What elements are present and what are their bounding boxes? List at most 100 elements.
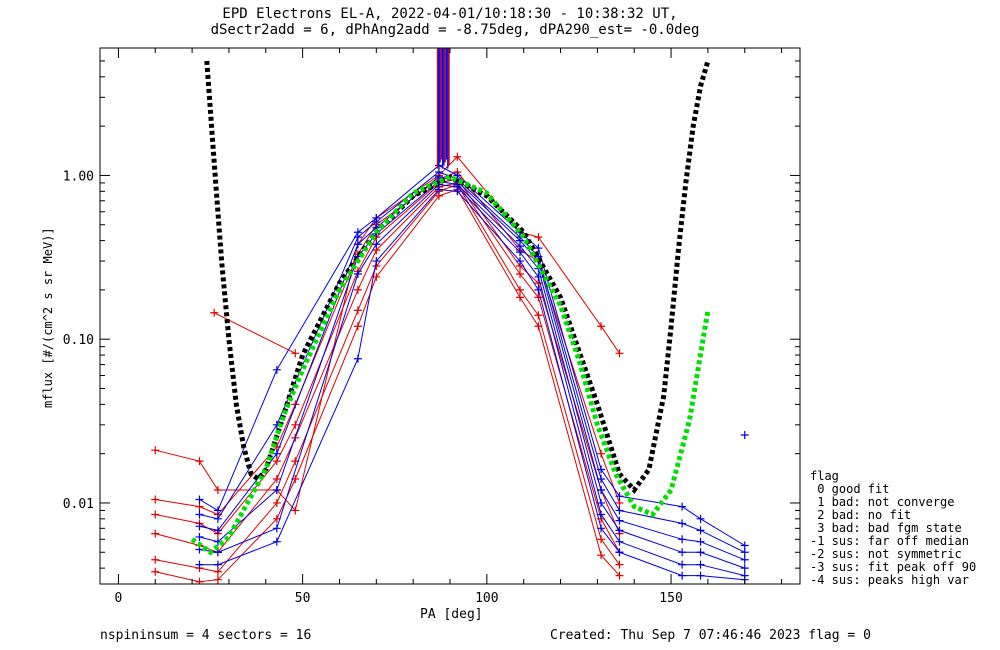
data-point-red <box>615 498 624 507</box>
data-point-red <box>151 529 160 538</box>
x-tick-label: 50 <box>295 591 311 606</box>
data-point-blue <box>534 285 543 294</box>
data-point-blue <box>678 548 687 557</box>
data-point-red <box>615 560 624 569</box>
data-point-red <box>516 270 524 279</box>
fit-curve-green <box>190 174 711 556</box>
data-point-red <box>213 485 222 494</box>
data-point-blue <box>534 272 543 281</box>
data-point-blue <box>615 506 624 515</box>
data-point-red <box>597 322 606 331</box>
data-point-red <box>353 285 362 294</box>
legend-item: -4 sus: peaks high var <box>810 573 969 587</box>
data-point-blue <box>597 524 606 533</box>
data-point-red <box>151 567 160 576</box>
x-tick-label: 100 <box>475 591 498 606</box>
series-line-blue <box>199 183 745 577</box>
y-tick-label: 0.10 <box>63 333 94 348</box>
data-point-red <box>151 510 160 519</box>
data-point-red <box>534 293 543 302</box>
data-point-red <box>210 308 219 317</box>
data-point-blue <box>534 244 543 253</box>
data-point-blue <box>696 537 705 546</box>
x-tick-label: 150 <box>659 591 682 606</box>
data-point-blue <box>740 431 749 440</box>
data-point-red <box>272 475 281 484</box>
series-line-red <box>155 183 620 573</box>
data-point-red <box>195 502 204 511</box>
data-point-red <box>597 551 606 560</box>
legend-heading: flag <box>810 469 839 483</box>
legend-item: 0 good fit <box>810 482 890 496</box>
data-point-blue <box>353 233 362 242</box>
data-point-blue <box>372 240 381 249</box>
data-point-red <box>615 349 624 358</box>
data-point-red <box>291 506 300 515</box>
data-point-blue <box>213 526 222 535</box>
data-point-red <box>213 575 222 584</box>
fit-curve-black <box>204 60 711 494</box>
y-tick-label: 0.01 <box>63 497 94 512</box>
data-point-blue <box>678 560 687 569</box>
data-point-blue <box>678 535 687 544</box>
data-point-blue <box>740 564 749 573</box>
footer-right: Created: Thu Sep 7 07:46:46 2023 flag = … <box>550 628 871 643</box>
data-point-blue <box>453 187 462 196</box>
data-point-blue <box>696 514 705 523</box>
data-point-red <box>453 152 462 161</box>
data-point-blue <box>353 354 362 363</box>
data-point-blue <box>696 560 705 569</box>
chart-title-line1: EPD Electrons EL-A, 2022-04-01/10:18:30 … <box>222 6 678 22</box>
data-point-blue <box>434 185 443 194</box>
data-point-blue <box>597 510 606 519</box>
data-point-blue <box>372 257 381 266</box>
legend-item: 3 bad: bad fgm state <box>810 521 962 535</box>
data-point-blue <box>678 502 687 511</box>
data-point-blue <box>696 571 705 580</box>
data-point-blue <box>213 560 222 569</box>
data-point-red <box>151 446 160 455</box>
footer-left: nspininsum = 4 sectors = 16 <box>100 628 312 643</box>
data-point-blue <box>678 571 687 580</box>
data-point-red <box>615 571 624 580</box>
data-point-blue <box>696 526 705 535</box>
data-point-blue <box>615 516 624 525</box>
legend-item: 1 bad: not converge <box>810 495 955 509</box>
data-point-blue <box>213 548 222 557</box>
series-line-blue <box>199 164 745 546</box>
data-point-blue <box>195 560 204 569</box>
data-point-red <box>353 306 362 315</box>
series-line-red <box>213 312 296 354</box>
chart-title-line2: dSectr2add = 6, dPhAng2add = -8.75deg, d… <box>210 22 700 38</box>
data-point-blue <box>195 510 204 519</box>
data-point-red <box>272 498 281 507</box>
data-point-red <box>534 322 543 331</box>
data-point-blue <box>272 365 281 374</box>
data-point-red <box>151 555 160 564</box>
legend-item: -3 sus: fit peak off 90 <box>810 560 977 574</box>
data-point-blue <box>615 537 624 546</box>
data-point-blue <box>615 548 624 557</box>
data-point-red <box>272 457 281 466</box>
data-point-blue <box>272 537 281 546</box>
data-point-red <box>151 495 160 504</box>
data-point-blue <box>195 522 204 531</box>
data-point-blue <box>740 541 749 550</box>
data-point-blue <box>516 248 524 257</box>
data-point-blue <box>195 495 204 504</box>
legend-item: -2 sus: not symmetric <box>810 547 962 561</box>
data-point-blue <box>678 519 687 528</box>
data-point-red <box>597 535 606 544</box>
data-point-blue <box>213 506 222 515</box>
data-point-red <box>353 322 362 331</box>
x-axis-label: PA [deg] <box>420 607 483 622</box>
x-tick-label: 0 <box>115 591 123 606</box>
data-point-red <box>516 285 524 294</box>
data-point-blue <box>213 514 222 523</box>
data-point-blue <box>353 240 362 249</box>
data-point-blue <box>272 524 281 533</box>
data-point-blue <box>516 257 524 266</box>
data-point-blue <box>195 532 204 541</box>
data-point-blue <box>272 485 281 494</box>
